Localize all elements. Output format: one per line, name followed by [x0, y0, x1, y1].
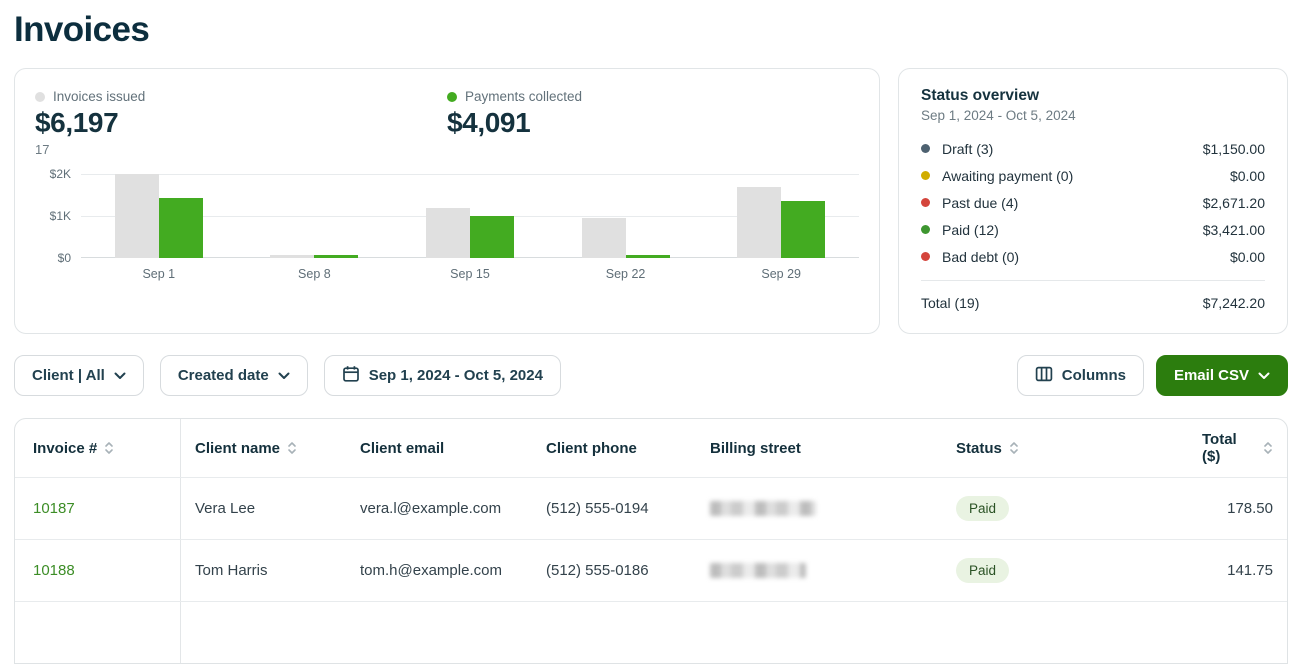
status-badge: Paid — [956, 495, 1010, 522]
bar-payments-collected — [158, 198, 203, 258]
bar-group — [392, 174, 548, 258]
issued-count: 17 — [35, 142, 50, 157]
header-status[interactable]: Status — [942, 419, 1188, 477]
chevron-down-icon — [278, 367, 290, 384]
x-axis-label: Sep 8 — [298, 267, 331, 281]
client-email-cell: vera.l@example.com — [360, 500, 502, 517]
sort-icon — [1263, 441, 1273, 455]
bar-chart: $2K $1K $0 Sep 1 Sep 8 Sep 15 Sep 22 Sep 29 — [35, 167, 859, 281]
x-axis-label: Sep 15 — [450, 267, 490, 281]
bar-group — [548, 174, 704, 258]
header-billing-street: Billing street — [710, 439, 801, 457]
header-client-name[interactable]: Client name — [181, 419, 346, 477]
status-row-paid: Paid (12) $3,421.00 — [921, 216, 1265, 243]
header-client-phone: Client phone — [546, 439, 637, 457]
sort-icon — [287, 441, 297, 455]
x-axis-label: Sep 29 — [761, 267, 801, 281]
sort-icon — [104, 441, 114, 455]
redacted-billing-street — [710, 501, 816, 516]
invoice-link[interactable]: 10188 — [33, 562, 75, 579]
bar-payments-collected — [469, 216, 514, 258]
x-axis-label: Sep 22 — [605, 267, 646, 281]
client-filter-dropdown[interactable]: Client | All — [14, 355, 144, 396]
y-axis: $2K $1K $0 — [35, 167, 81, 265]
chevron-down-icon — [1258, 367, 1270, 384]
divider — [921, 280, 1265, 281]
past-due-dot — [921, 198, 930, 207]
header-client-email: Client email — [360, 439, 445, 457]
bar-invoices-issued — [270, 255, 315, 258]
bars — [81, 174, 859, 258]
x-axis-labels: Sep 1 Sep 8 Sep 15 Sep 22 Sep 29 — [81, 267, 859, 281]
status-badge: Paid — [956, 557, 1010, 584]
status-row-draft: Draft (3) $1,150.00 — [921, 135, 1265, 162]
table-header-row: Invoice # Client name Client email Clien… — [15, 419, 1287, 477]
status-overview-title: Status overview — [921, 87, 1040, 104]
collected-count — [447, 142, 859, 158]
client-name-cell: Tom Harris — [195, 562, 268, 579]
bar-payments-collected — [781, 201, 826, 258]
columns-button[interactable]: Columns — [1016, 355, 1144, 396]
draft-dot — [921, 144, 930, 153]
client-phone-cell: (512) 555-0186 — [546, 562, 649, 579]
status-total-row: Total (19) $7,242.20 — [921, 295, 1265, 311]
invoice-link[interactable]: 10187 — [33, 500, 75, 517]
bar-group — [81, 174, 237, 258]
bar-invoices-issued — [425, 208, 470, 258]
y-tick-label: $2K — [49, 167, 71, 181]
header-total[interactable]: Total ($) — [1188, 419, 1287, 477]
chevron-down-icon — [114, 367, 126, 384]
filter-toolbar: Client | All Created date Sep 1, 2024 - … — [14, 355, 1288, 396]
bad-debt-dot — [921, 252, 930, 261]
columns-icon — [1035, 365, 1053, 387]
metric-payments-collected: Payments collected $4,091 — [447, 89, 859, 158]
status-row-awaiting: Awaiting payment (0) $0.00 — [921, 162, 1265, 189]
collected-legend-label: Payments collected — [465, 89, 583, 104]
payments-chart-card: Invoices issued $6,197 17 Payments colle… — [14, 68, 880, 334]
bar-payments-collected — [314, 255, 359, 258]
redacted-billing-street — [710, 563, 806, 578]
page-title: Invoices — [14, 10, 150, 49]
status-row-past-due: Past due (4) $2,671.20 — [921, 189, 1265, 216]
status-overview-date-range: Sep 1, 2024 - Oct 5, 2024 — [921, 108, 1076, 123]
y-tick-label: $0 — [57, 251, 71, 265]
summary-section: Invoices issued $6,197 17 Payments colle… — [14, 68, 1288, 334]
calendar-icon — [342, 365, 360, 387]
status-row-bad-debt: Bad debt (0) $0.00 — [921, 243, 1265, 270]
bar-invoices-issued — [581, 218, 626, 258]
issued-legend-dot — [35, 91, 45, 102]
collected-legend-dot — [447, 91, 457, 102]
issued-legend-label: Invoices issued — [53, 89, 146, 104]
bar-invoices-issued — [737, 187, 782, 258]
bar-invoices-issued — [114, 174, 159, 258]
table-row — [15, 601, 1287, 663]
bar-group — [237, 174, 393, 258]
collected-amount: $4,091 — [447, 107, 531, 138]
paid-dot — [921, 225, 930, 234]
sort-icon — [1009, 441, 1019, 455]
header-invoice-number[interactable]: Invoice # — [15, 419, 181, 477]
metric-invoices-issued: Invoices issued $6,197 17 — [35, 89, 447, 158]
metrics: Invoices issued $6,197 17 Payments colle… — [35, 89, 859, 158]
client-phone-cell: (512) 555-0194 — [546, 500, 649, 517]
status-overview-card: Status overview Sep 1, 2024 - Oct 5, 202… — [898, 68, 1288, 334]
gridline-2k — [81, 174, 859, 175]
bar-payments-collected — [625, 255, 670, 258]
table-row: 10188 Tom Harris tom.h@example.com (512)… — [15, 539, 1287, 601]
plot-area — [81, 174, 859, 258]
email-csv-button[interactable]: Email CSV — [1155, 355, 1288, 396]
client-name-cell: Vera Lee — [195, 500, 256, 517]
client-email-cell: tom.h@example.com — [360, 562, 502, 579]
awaiting-dot — [921, 171, 930, 180]
bar-group — [703, 174, 859, 258]
date-range-picker[interactable]: Sep 1, 2024 - Oct 5, 2024 — [323, 355, 561, 396]
table-row: 10187 Vera Lee vera.l@example.com (512) … — [15, 477, 1287, 539]
invoices-table: Invoice # Client name Client email Clien… — [14, 418, 1288, 664]
issued-amount: $6,197 — [35, 107, 119, 138]
y-tick-label: $1K — [49, 209, 71, 223]
x-axis-label: Sep 1 — [142, 267, 176, 281]
created-date-filter-dropdown[interactable]: Created date — [159, 355, 308, 396]
total-cell: 141.75 — [1227, 562, 1273, 579]
total-cell: 178.50 — [1227, 500, 1273, 517]
